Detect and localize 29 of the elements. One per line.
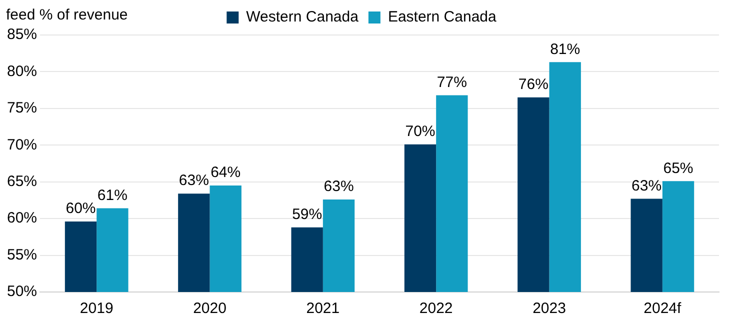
legend-label: Eastern Canada bbox=[388, 8, 498, 26]
x-tick-label: 2021 bbox=[306, 300, 340, 318]
data-label: 81% bbox=[550, 40, 580, 58]
x-tick-label: 2020 bbox=[193, 300, 226, 318]
y-axis-title: feed % of revenue bbox=[6, 6, 128, 24]
y-tick-label: 70% bbox=[6, 136, 38, 154]
x-tick-label: 2022 bbox=[419, 300, 453, 318]
data-label: 63% bbox=[632, 177, 662, 194]
x-tick-label: 2019 bbox=[80, 300, 114, 318]
y-tick-label: 50% bbox=[6, 283, 38, 300]
data-label: 70% bbox=[405, 123, 436, 140]
x-tick-label: 2024f bbox=[644, 300, 682, 318]
y-tick-label: 80% bbox=[6, 62, 38, 80]
y-tick-label: 60% bbox=[6, 210, 38, 227]
data-label: 61% bbox=[97, 186, 128, 204]
data-label: 77% bbox=[436, 74, 467, 91]
y-tick-label: 65% bbox=[6, 173, 38, 190]
data-label: 60% bbox=[66, 200, 96, 218]
y-tick-label: 55% bbox=[6, 246, 38, 264]
data-label: 64% bbox=[210, 164, 241, 182]
data-label: 63% bbox=[324, 178, 354, 196]
legend-label: Western Canada bbox=[246, 8, 360, 26]
x-tick-label: 2023 bbox=[532, 300, 566, 318]
y-tick-label: 75% bbox=[6, 100, 38, 117]
data-label: 76% bbox=[518, 76, 548, 94]
data-label: 63% bbox=[178, 172, 209, 190]
data-label: 65% bbox=[663, 160, 694, 177]
y-tick-label: 85% bbox=[6, 26, 38, 44]
data-label: 59% bbox=[292, 206, 322, 224]
